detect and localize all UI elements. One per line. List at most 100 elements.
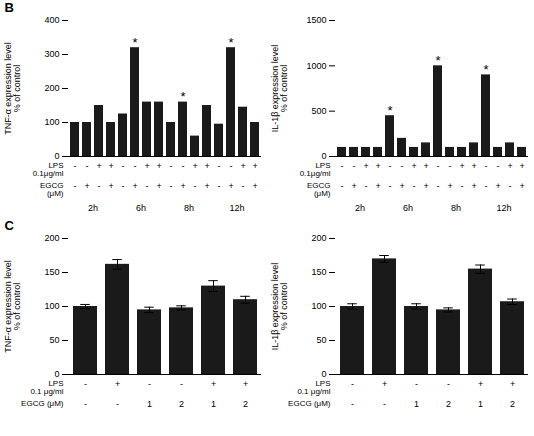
svg-text:+: + — [471, 181, 476, 191]
svg-text:C: C — [5, 218, 15, 233]
svg-text:+: + — [423, 181, 428, 191]
svg-text:100: 100 — [311, 301, 326, 311]
svg-text:200: 200 — [44, 83, 59, 93]
svg-text:+: + — [240, 161, 245, 171]
svg-text:EGCG (μM): EGCG (μM) — [21, 399, 64, 408]
svg-text:200: 200 — [44, 233, 59, 243]
svg-text:200: 200 — [311, 233, 326, 243]
svg-text:+: + — [459, 161, 464, 171]
svg-text:+: + — [495, 181, 500, 191]
svg-text:+: + — [211, 379, 216, 389]
svg-text:-: - — [437, 181, 440, 191]
svg-text:50: 50 — [49, 335, 59, 345]
svg-text:0: 0 — [54, 369, 59, 379]
svg-text:*: * — [387, 103, 392, 118]
svg-text:-: - — [98, 181, 101, 191]
svg-text:+: + — [204, 161, 209, 171]
svg-text:-: - — [351, 399, 354, 409]
svg-text:LPS0.1 μg/ml: LPS0.1 μg/ml — [30, 379, 63, 396]
svg-text:+: + — [411, 161, 416, 171]
svg-text:+: + — [156, 161, 161, 171]
svg-text:LPS0.1μg/ml: LPS0.1μg/ml — [300, 161, 331, 178]
svg-text:50: 50 — [316, 335, 326, 345]
svg-text:100: 100 — [44, 117, 59, 127]
svg-text:+: + — [252, 161, 257, 171]
svg-text:+: + — [132, 181, 137, 191]
svg-text:+: + — [423, 161, 428, 171]
svg-text:-: - — [389, 181, 392, 191]
svg-text:TNF-α expression level% of con: TNF-α expression level% of control — [3, 260, 22, 353]
svg-text:+: + — [204, 181, 209, 191]
svg-text:-: - — [449, 161, 452, 171]
svg-text:2: 2 — [179, 399, 184, 409]
svg-text:LPS0.1μg/ml: LPS0.1μg/ml — [33, 161, 64, 178]
svg-text:-: - — [134, 161, 137, 171]
svg-text:+: + — [108, 181, 113, 191]
svg-text:-: - — [485, 161, 488, 171]
svg-text:IL-1β expression level% of con: IL-1β expression level% of control — [270, 263, 289, 351]
svg-text:-: - — [170, 181, 173, 191]
svg-text:+: + — [399, 181, 404, 191]
svg-text:-: - — [194, 181, 197, 191]
svg-text:1: 1 — [478, 399, 483, 409]
svg-text:+: + — [478, 379, 483, 389]
svg-text:-: - — [389, 161, 392, 171]
svg-text:-: - — [84, 399, 87, 409]
svg-text:-: - — [180, 379, 183, 389]
svg-text:2: 2 — [446, 399, 451, 409]
svg-text:-: - — [447, 379, 450, 389]
svg-text:0: 0 — [54, 151, 59, 161]
svg-text:-: - — [148, 379, 151, 389]
svg-text:6h: 6h — [136, 203, 146, 213]
svg-text:2: 2 — [510, 399, 515, 409]
svg-text:EGCG(μM): EGCG(μM) — [307, 181, 331, 198]
svg-text:-: - — [461, 181, 464, 191]
svg-text:1000: 1000 — [306, 61, 326, 71]
svg-text:-: - — [182, 161, 185, 171]
svg-text:+: + — [192, 161, 197, 171]
svg-text:TNF-α expression level% of con: TNF-α expression level% of control — [3, 42, 22, 135]
svg-text:+: + — [510, 379, 515, 389]
svg-text:+: + — [351, 181, 356, 191]
svg-text:2h: 2h — [355, 203, 365, 213]
svg-text:12h: 12h — [497, 203, 512, 213]
svg-text:EGCG(μM): EGCG(μM) — [40, 181, 64, 198]
svg-text:*: * — [180, 89, 185, 104]
svg-text:+: + — [507, 161, 512, 171]
svg-text:-: - — [509, 181, 512, 191]
svg-text:-: - — [146, 181, 149, 191]
svg-text:100: 100 — [44, 301, 59, 311]
svg-text:*: * — [435, 53, 440, 68]
svg-text:+: + — [447, 181, 452, 191]
svg-text:+: + — [519, 181, 524, 191]
svg-text:*: * — [483, 62, 488, 77]
svg-text:500: 500 — [311, 106, 326, 116]
svg-text:-: - — [485, 181, 488, 191]
svg-text:-: - — [351, 379, 354, 389]
svg-text:+: + — [471, 161, 476, 171]
svg-text:-: - — [365, 181, 368, 191]
svg-text:+: + — [382, 379, 387, 389]
svg-text:+: + — [84, 181, 89, 191]
svg-text:LPS0.1 μg/ml: LPS0.1 μg/ml — [297, 379, 330, 396]
svg-text:-: - — [413, 181, 416, 191]
svg-text:-: - — [170, 161, 173, 171]
svg-text:-: - — [122, 181, 125, 191]
svg-text:B: B — [5, 0, 14, 15]
svg-text:-: - — [86, 161, 89, 171]
svg-text:+: + — [180, 181, 185, 191]
svg-text:-: - — [437, 161, 440, 171]
svg-text:+: + — [375, 181, 380, 191]
svg-text:1: 1 — [414, 399, 419, 409]
svg-text:+: + — [228, 181, 233, 191]
svg-text:-: - — [401, 161, 404, 171]
svg-text:+: + — [144, 161, 149, 171]
svg-text:-: - — [341, 161, 344, 171]
svg-text:-: - — [341, 181, 344, 191]
svg-text:EGCG (μM): EGCG (μM) — [288, 399, 331, 408]
svg-text:-: - — [122, 161, 125, 171]
svg-text:-: - — [230, 161, 233, 171]
svg-text:300: 300 — [44, 49, 59, 59]
svg-text:*: * — [132, 35, 137, 50]
svg-text:-: - — [415, 379, 418, 389]
